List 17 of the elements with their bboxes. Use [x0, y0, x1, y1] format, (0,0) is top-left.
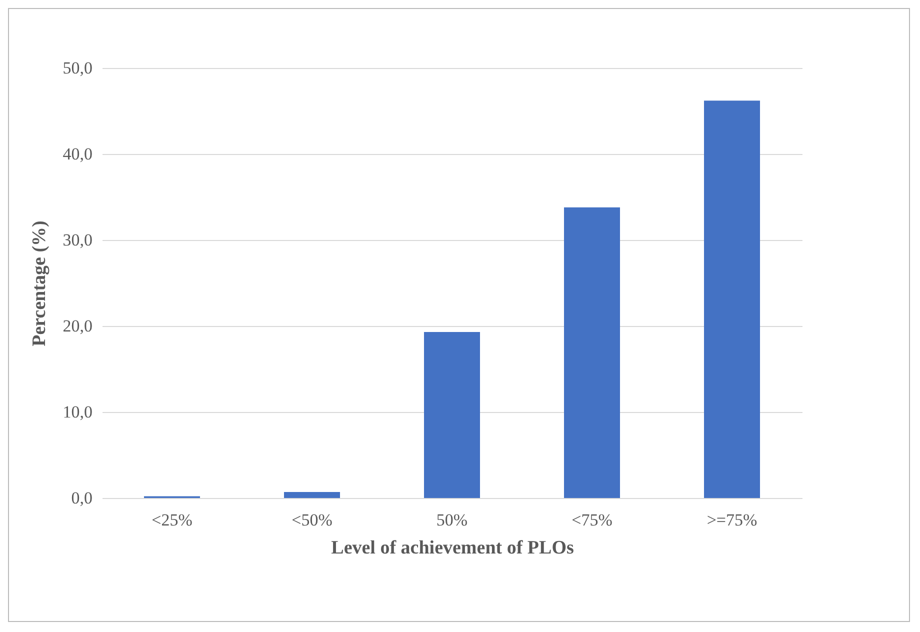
- y-tick-label: 30,0: [62, 230, 92, 250]
- x-tick-label: <50%: [292, 510, 332, 530]
- bar: [284, 492, 340, 498]
- bar: [564, 207, 620, 498]
- bar: [704, 100, 760, 498]
- bar: [424, 332, 480, 498]
- y-tick-label: 20,0: [62, 316, 92, 336]
- x-tick-label: <25%: [152, 510, 192, 530]
- y-tick-label: 10,0: [62, 402, 92, 422]
- x-axis-title: Level of achievement of PLOs: [331, 538, 574, 558]
- y-axis-title: Percentage (%): [28, 220, 50, 346]
- y-tick-label: 50,0: [62, 58, 92, 78]
- y-tick-label: 40,0: [62, 144, 92, 164]
- y-tick-label: 0,0: [71, 488, 92, 508]
- x-tick-label: >=75%: [706, 510, 758, 530]
- x-tick-label: 50%: [436, 510, 468, 530]
- x-tick-label: <75%: [572, 510, 612, 530]
